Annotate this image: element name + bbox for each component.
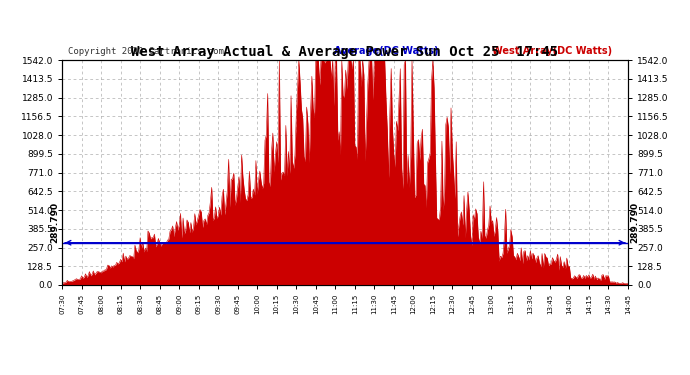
Text: 289.790: 289.790	[631, 202, 640, 243]
Text: Copyright 2020 Cartronics.com: Copyright 2020 Cartronics.com	[68, 46, 224, 56]
Text: 289.790: 289.790	[50, 202, 59, 243]
Text: West Array(DC Watts): West Array(DC Watts)	[492, 46, 612, 57]
Text: Average(DC Watts): Average(DC Watts)	[334, 46, 438, 57]
Title: West Array Actual & Average Power Sun Oct 25  17:45: West Array Actual & Average Power Sun Oc…	[131, 45, 559, 59]
